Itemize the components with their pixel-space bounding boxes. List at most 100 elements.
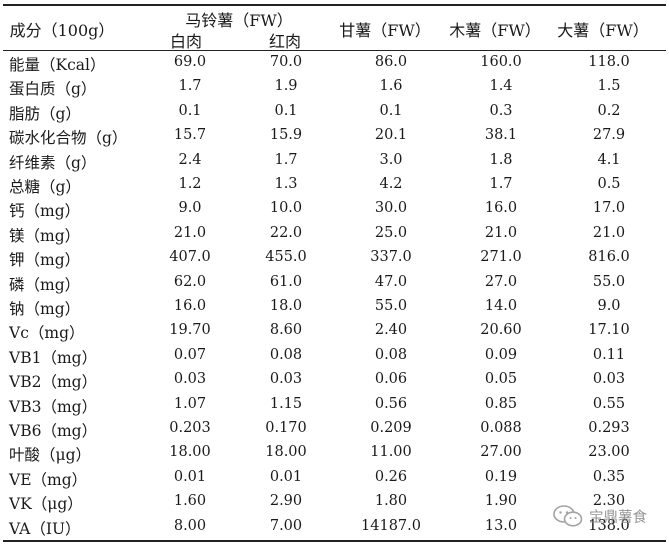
table-cell: 20.60 (480, 322, 522, 339)
row-label: 镁（mg） (9, 226, 81, 245)
table-cell: 0.03 (269, 371, 303, 388)
table-cell: 1.15 (269, 395, 303, 412)
table-cell: 25.0 (374, 224, 408, 241)
table-cell: 0.35 (592, 468, 626, 485)
table-cell: 1.7 (274, 151, 298, 168)
table-row: 脂肪（g） 0.1 0.1 0.1 0.3 0.2 (0, 101, 669, 125)
table-row: VB2（mg） 0.03 0.03 0.06 0.05 0.03 (0, 369, 669, 393)
table-cell: 1.80 (374, 493, 408, 510)
table-row: 能量（Kcal） 69.0 70.0 86.0 160.0 118.0 (0, 52, 669, 76)
table-cell: 0.19 (484, 468, 518, 485)
table-cell: 14187.0 (361, 517, 421, 534)
table-cell: 3.0 (379, 151, 403, 168)
row-label: VE（mg） (9, 470, 88, 489)
row-label: 磷（mg） (9, 275, 81, 294)
table-row: 叶酸（μg） 18.00 18.00 11.00 27.00 23.00 (0, 442, 669, 466)
table-cell: 0.05 (484, 371, 518, 388)
table-cell: 2.40 (374, 322, 408, 339)
row-label: 钠（mg） (9, 300, 81, 318)
table-cell: 0.203 (169, 420, 211, 436)
header-sweet-potato: 甘薯（FW） (339, 21, 431, 40)
table-cell: 21.0 (173, 224, 207, 241)
table-cell: 21.0 (484, 224, 518, 241)
table-cell: 14.0 (484, 298, 518, 314)
table-cell: 1.5 (597, 78, 621, 95)
table-row: 镁（mg） 21.0 22.0 25.0 21.0 21.0 (0, 223, 669, 247)
table-cell: 27.0 (484, 273, 518, 290)
table-cell: 0.08 (269, 346, 303, 363)
table-cell: 160.0 (480, 54, 522, 70)
table-cell: 1.9 (274, 78, 298, 95)
table-cell: 8.60 (269, 322, 303, 339)
table-cell: 21.0 (592, 224, 626, 241)
table-row: VB3（mg） 1.07 1.15 0.56 0.85 0.55 (0, 394, 669, 418)
table-cell: 15.7 (173, 127, 207, 144)
table-cell: 0.01 (269, 468, 303, 485)
table-cell: 407.0 (169, 249, 211, 266)
table-cell: 1.6 (379, 78, 403, 95)
table-row: 钠（mg） 16.0 18.0 55.0 14.0 9.0 (0, 296, 669, 320)
table-cell: 0.09 (484, 346, 518, 363)
table-row: VB6（mg） 0.203 0.170 0.209 0.088 0.293 (0, 418, 669, 442)
header-potato: 马铃薯（FW） (185, 11, 293, 30)
table-cell: 0.56 (374, 395, 408, 412)
table-cell: 55.0 (592, 273, 626, 290)
table-cell: 0.07 (173, 346, 207, 363)
table-cell: 455.0 (265, 249, 307, 266)
table-cell: 8.00 (173, 517, 207, 534)
table-cell: 0.3 (489, 102, 513, 119)
row-label: 钾（mg） (9, 251, 81, 270)
row-label: 蛋白质（g） (9, 80, 97, 99)
table-cell: 4.1 (597, 151, 621, 168)
table-cell: 38.1 (484, 127, 518, 144)
table-cell: 2.4 (178, 151, 202, 168)
row-label: VB6（mg） (9, 422, 98, 440)
table-cell: 27.00 (480, 444, 522, 461)
table-cell: 2.30 (592, 493, 626, 510)
table-cell: 1.4 (489, 78, 513, 95)
table-cell: 1.07 (173, 395, 207, 412)
row-label: VB3（mg） (9, 397, 98, 416)
table-cell: 0.55 (592, 395, 626, 412)
table-cell: 17.10 (588, 322, 630, 339)
table-cell: 17.0 (592, 200, 626, 217)
table-row: 蛋白质（g） 1.7 1.9 1.6 1.4 1.5 (0, 76, 669, 100)
table-cell: 22.0 (269, 224, 303, 241)
table-cell: 2.90 (269, 493, 303, 510)
table-cell: 1.3 (274, 176, 298, 192)
table-cell: 0.5 (597, 176, 621, 192)
table-cell: 1.90 (484, 493, 518, 510)
table-cell: 18.00 (265, 444, 307, 461)
table-cell: 1.60 (173, 493, 207, 510)
table-row: VK（μg） 1.60 2.90 1.80 1.90 2.30 (0, 491, 669, 515)
table-cell: 16.0 (173, 298, 207, 314)
table-cell: 0.170 (265, 420, 307, 436)
row-label: VA（IU） (9, 519, 81, 538)
table-cell: 23.00 (588, 444, 630, 461)
table-cell: 47.0 (374, 273, 408, 290)
table-cell: 816.0 (588, 249, 630, 266)
table-row: 磷（mg） 62.0 61.0 47.0 27.0 55.0 (0, 272, 669, 296)
table-row: 碳水化合物（g） 15.7 15.9 20.1 38.1 27.9 (0, 125, 669, 149)
row-label: 纤维素（g） (9, 153, 97, 172)
row-label: 总糖（g） (9, 178, 81, 196)
table-cell: 18.0 (269, 298, 303, 314)
table-cell: 7.00 (269, 517, 303, 534)
table-cell: 11.00 (370, 444, 412, 461)
row-label: 能量（Kcal） (9, 56, 106, 74)
table-cell: 0.03 (592, 371, 626, 388)
table-cell: 0.85 (484, 395, 518, 412)
table-cell: 1.8 (489, 151, 513, 168)
table-row: 纤维素（g） 2.4 1.7 3.0 1.8 4.1 (0, 150, 669, 174)
table-cell: 18.00 (169, 444, 211, 461)
table-cell: 13.0 (484, 517, 518, 534)
row-label: VB1（mg） (9, 348, 98, 367)
table-cell: 0.209 (370, 420, 412, 436)
table-cell: 61.0 (269, 273, 303, 290)
table-bottom-rule (3, 540, 666, 542)
table-cell: 15.9 (269, 127, 303, 144)
table-row: VA（IU） 8.00 7.00 14187.0 13.0 138.0 (0, 516, 669, 540)
row-label: VB2（mg） (9, 373, 98, 392)
table-cell: 16.0 (484, 200, 518, 217)
